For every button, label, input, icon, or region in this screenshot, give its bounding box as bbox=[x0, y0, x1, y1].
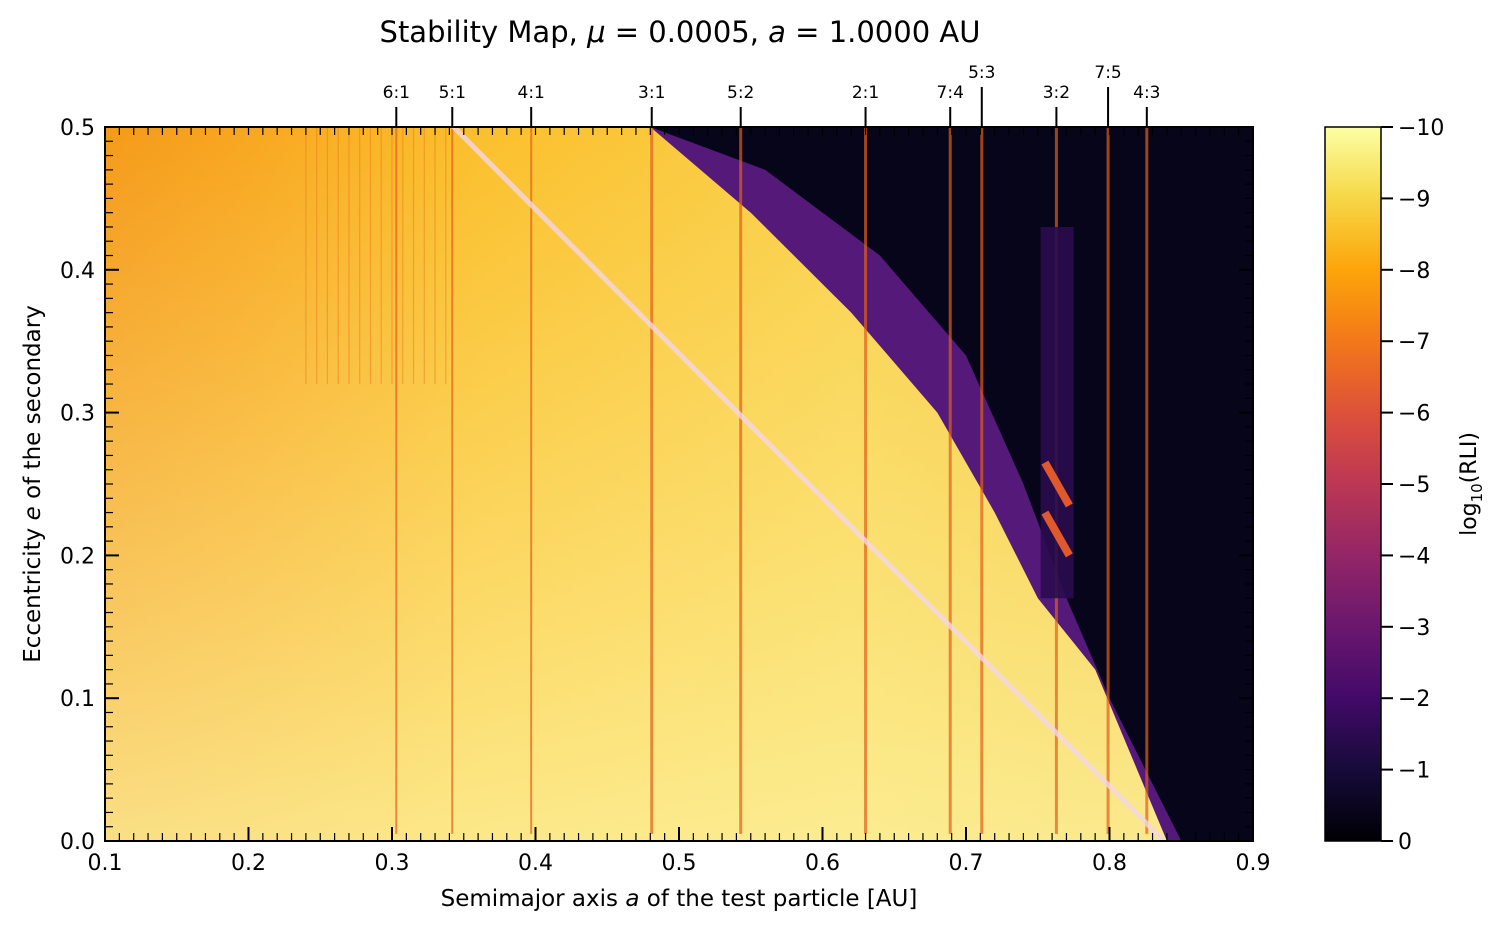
colorbar-label: log10(RLI) bbox=[1457, 432, 1486, 536]
resonance-stripes bbox=[305, 127, 1149, 834]
colorbar-tick-label: 0 bbox=[1398, 830, 1412, 855]
colorbar-tick-label: −8 bbox=[1398, 259, 1430, 284]
x-tick-label: 0.9 bbox=[1236, 851, 1271, 876]
y-tick-label: 0.2 bbox=[60, 544, 95, 569]
colorbar-tick-label: −6 bbox=[1398, 402, 1430, 427]
island-band bbox=[1041, 510, 1073, 558]
resonance-label: 4:1 bbox=[518, 83, 545, 103]
x-axis-label: Semimajor axis a of the test particle [A… bbox=[441, 886, 918, 912]
colorbar-tick-label: −4 bbox=[1398, 544, 1430, 569]
resonance-label: 6:1 bbox=[383, 83, 410, 103]
y-tick-label: 0.5 bbox=[60, 116, 95, 141]
resonance-label: 3:2 bbox=[1043, 83, 1070, 103]
x-tick-label: 0.3 bbox=[375, 851, 410, 876]
resonance-label: 2:1 bbox=[852, 83, 879, 103]
x-tick-label: 0.2 bbox=[231, 851, 266, 876]
stable-region-glow bbox=[105, 127, 1167, 841]
resonance-label: 4:3 bbox=[1133, 83, 1160, 103]
colorbar-ticks: 0 −1 −2 −3 −4 −5 −6 −7 −8 −9 −10 bbox=[1381, 116, 1444, 855]
colorbar-tick-label: −7 bbox=[1398, 330, 1430, 355]
y-axis: 0.0 0.1 0.2 0.3 0.4 0.5 bbox=[60, 116, 1253, 855]
resonance-label: 5:3 bbox=[968, 63, 995, 83]
x-tick-label: 0.4 bbox=[518, 851, 553, 876]
colorbar-tick-label: −10 bbox=[1398, 116, 1444, 141]
resonance-label: 7:5 bbox=[1094, 63, 1121, 83]
y-tick-label: 0.3 bbox=[60, 402, 95, 427]
y-axis-label: Eccentricity e of the secondary bbox=[20, 305, 46, 663]
title-mu-symbol: μ bbox=[586, 15, 605, 49]
x-tick-label: 0.8 bbox=[1092, 851, 1127, 876]
resonance-label: 7:4 bbox=[937, 83, 964, 103]
resonance-label: 5:1 bbox=[439, 83, 466, 103]
colorbar-tick-label: −5 bbox=[1398, 473, 1430, 498]
x-tick-label: 0.1 bbox=[88, 851, 123, 876]
colorbar-tick-label: −3 bbox=[1398, 616, 1430, 641]
resonance-label: 5:2 bbox=[727, 83, 754, 103]
y-tick-label: 0.0 bbox=[60, 830, 95, 855]
y-tick-label: 0.1 bbox=[60, 687, 95, 712]
title-a-symbol: a bbox=[768, 15, 786, 49]
y-tick-label: 0.4 bbox=[60, 259, 95, 284]
title-mu-value: = 0.0005, bbox=[606, 15, 769, 49]
x-axis: 0.1 0.2 0.3 0.4 0.5 0.6 0.7 0.8 0.9 bbox=[88, 127, 1271, 876]
resonance-label: 3:1 bbox=[638, 83, 665, 103]
island-band bbox=[1041, 460, 1073, 508]
colorbar-tick-label: −2 bbox=[1398, 687, 1430, 712]
x-tick-label: 0.5 bbox=[662, 851, 697, 876]
title-a-value: = 1.0000 AU bbox=[786, 15, 981, 49]
x-tick-label: 0.7 bbox=[949, 851, 984, 876]
x-tick-label: 0.6 bbox=[805, 851, 840, 876]
chart-title: Stability Map, μ = 0.0005, a = 1.0000 AU bbox=[380, 15, 981, 49]
heatmap bbox=[105, 127, 1253, 841]
stability-boundary-line bbox=[451, 127, 1167, 841]
colorbar-gradient bbox=[1324, 126, 1382, 842]
colorbar: 0 −1 −2 −3 −4 −5 −6 −7 −8 −9 −10 log10(RLI) bbox=[1324, 116, 1486, 855]
title-prefix: Stability Map, bbox=[380, 15, 588, 49]
resonance-island-3-2 bbox=[1040, 226, 1074, 599]
colorbar-tick-label: −9 bbox=[1398, 187, 1430, 212]
resonance-axis: 6:1 5:1 4:1 3:1 5:2 2:1 7:45:3 3:2 7:5 4:3 bbox=[383, 63, 1160, 127]
island-core bbox=[1040, 226, 1074, 599]
colorbar-tick-label: −1 bbox=[1398, 759, 1430, 784]
